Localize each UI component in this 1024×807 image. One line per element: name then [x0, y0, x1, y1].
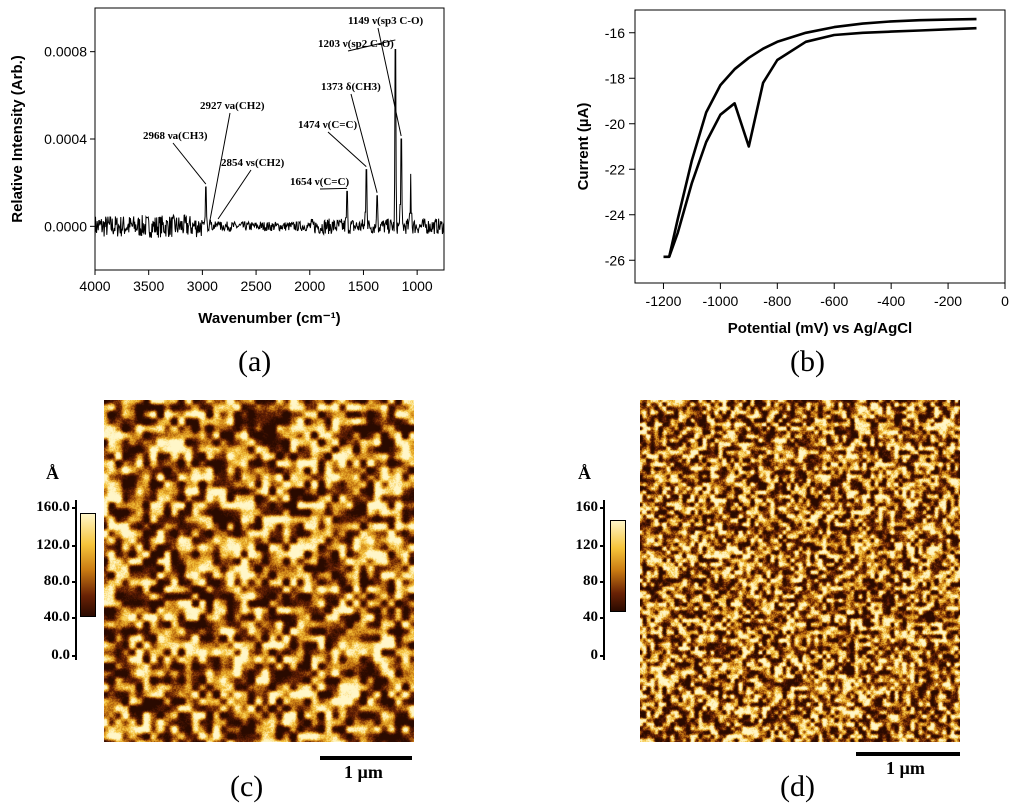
y-tick-label-2: 0.0008: [44, 44, 87, 60]
peak-arrow-1149: [377, 27, 402, 137]
peak-annotation-2854: 2854 νs(CH2): [221, 157, 285, 169]
colorbar-axis-c: [72, 500, 77, 660]
voltammogram-chart: -1200 -1000 -800 -600 -400 -200 0 -16 -18 -20 -22 -…: [575, 9, 1009, 337]
x-tick-label-3: 2500: [240, 278, 271, 294]
colorbar-tick-c-1: 120.0: [36, 537, 70, 553]
colorbar-tick-c-3: 40.0: [43, 609, 70, 625]
plot-frame: [634, 9, 1006, 284]
y-tick-label-4: -24: [605, 207, 625, 223]
peak-annotation-1474: 1474 ν(C=C): [298, 119, 357, 131]
x-axis-label: Wavenumber (cm⁻¹): [198, 310, 340, 327]
x-axis-label: Potential (mV) vs Ag/AgCl: [728, 320, 912, 337]
x-tick-label-6: 1000: [402, 278, 433, 294]
y-axis-label: Relative Intensity (Arb.): [9, 55, 26, 223]
x-tick-label-1: -1000: [702, 293, 738, 309]
peak-annotation-2968: 2968 νa(CH3): [143, 130, 208, 142]
x-tick-label-1: 3500: [133, 278, 164, 294]
x-tick-label-3: -600: [820, 293, 848, 309]
peak-annotation-1654: 1654 ν(C=C): [290, 176, 349, 188]
peak-arrow-2927: [209, 112, 231, 220]
colorbar-tick-c-4: 0.0: [51, 647, 70, 663]
peak-annotation-1203: 1203 ν(sp2 C-O): [318, 38, 394, 50]
afm-image-d: [640, 400, 960, 742]
x-tick-label-0: 4000: [79, 278, 110, 294]
caption-d: (d): [780, 770, 815, 803]
cv-curve-reverse: [667, 17, 977, 258]
colorbar-unit-c: Å: [46, 463, 59, 483]
y-tick-label-1: 0.0004: [44, 131, 87, 147]
scale-bar-d: [856, 752, 960, 756]
x-tick-label-0: -1200: [646, 293, 682, 309]
peak-arrow-2854: [217, 169, 252, 220]
peak-arrow-2968: [172, 142, 207, 185]
x-tick-label-6: 0: [1001, 293, 1009, 309]
colorbar-axis-d: [600, 500, 605, 660]
colorbar-tick-c-2: 80.0: [43, 573, 70, 589]
x-tick-label-2: 3000: [187, 278, 218, 294]
colorbar-d: [610, 520, 626, 612]
y-tick-label-5: -26: [605, 252, 625, 268]
cv-curve-forward: [663, 26, 977, 259]
colorbar-tick-d-2: 80: [583, 573, 598, 589]
peak-annotation-1373: 1373 δ(CH3): [321, 81, 381, 93]
peak-arrow-1203: [347, 39, 396, 52]
colorbar-tick-d-4: 0: [590, 647, 599, 663]
spectrum-line: [94, 49, 445, 238]
x-tick-label-5: -200: [934, 293, 962, 309]
peak-annotation-1149: 1149 ν(sp3 C-O): [348, 15, 424, 27]
peak-arrow-1654: [319, 187, 347, 190]
colorbar-c: [80, 513, 96, 617]
x-tick-label-5: 1500: [348, 278, 379, 294]
y-tick-label-3: -22: [605, 161, 625, 177]
y-axis-label: Current (µA): [575, 103, 592, 191]
y-tick-label-0: -16: [605, 25, 625, 41]
scale-bar-label-c: 1 µm: [344, 762, 383, 782]
scale-bar-label-d: 1 µm: [886, 758, 925, 778]
colorbar-tick-d-1: 120: [575, 537, 599, 553]
y-tick-label-0: 0.0000: [44, 218, 87, 234]
colorbar-tick-d-0: 160: [575, 499, 599, 515]
spectrum-chart: 4000 3500 3000 2500 2000 1500 1000 0.0000 0.0004…: [9, 7, 445, 327]
caption-b: (b): [790, 345, 825, 378]
x-tick-label-4: -400: [877, 293, 905, 309]
scale-bar-c: [320, 756, 412, 760]
x-tick-label-2: -800: [763, 293, 791, 309]
afm-image-c: [104, 400, 414, 742]
caption-a: (a): [238, 345, 272, 378]
peak-arrow-1474: [327, 131, 367, 167]
colorbar-tick-c-0: 160.0: [36, 499, 70, 515]
y-tick-label-2: -20: [605, 116, 625, 132]
colorbar-tick-d-3: 40: [583, 609, 598, 625]
x-tick-label-4: 2000: [294, 278, 325, 294]
caption-c: (c): [230, 770, 264, 803]
y-tick-label-1: -18: [605, 70, 625, 86]
colorbar-unit-d: Å: [578, 463, 591, 483]
peak-annotation-2927: 2927 νa(CH2): [200, 100, 265, 112]
peak-arrow-1373: [350, 93, 378, 193]
